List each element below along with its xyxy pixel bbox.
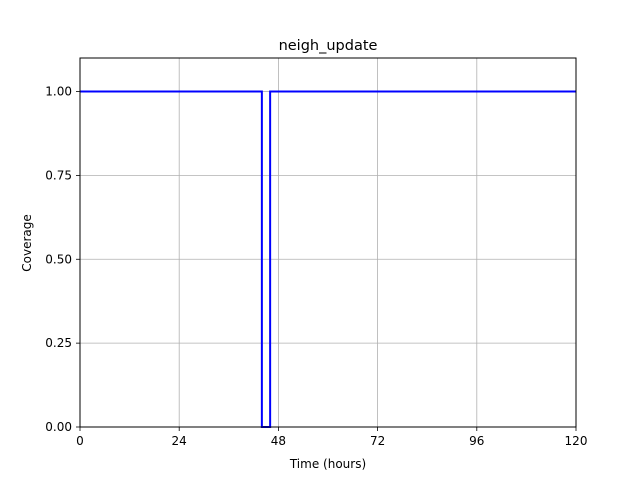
x-tick-label-5: 120 bbox=[565, 434, 588, 448]
y-tick-label-4: 1.00 bbox=[45, 85, 72, 99]
y-tick-label-0: 0.00 bbox=[45, 420, 72, 434]
y-tick-label-2: 0.50 bbox=[45, 252, 72, 266]
y-tick-label-1: 0.25 bbox=[45, 336, 72, 350]
y-axis-label: Coverage bbox=[20, 214, 34, 272]
x-tick-label-0: 0 bbox=[76, 434, 84, 448]
x-tick-label-2: 48 bbox=[271, 434, 286, 448]
plot-frame bbox=[79, 57, 577, 428]
ticks: 0 24 48 72 96 120 0.00 0.25 0.50 0.75 1.00 bbox=[45, 85, 587, 448]
x-axis-label: Time (hours) bbox=[289, 457, 366, 471]
x-tick-label-1: 24 bbox=[172, 434, 187, 448]
x-tick-label-4: 96 bbox=[469, 434, 484, 448]
x-tick-label-3: 72 bbox=[370, 434, 385, 448]
y-tick-label-3: 0.75 bbox=[45, 168, 72, 182]
chart-title: neigh_update bbox=[279, 38, 378, 54]
